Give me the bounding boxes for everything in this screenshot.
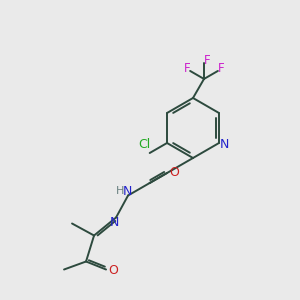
Text: H: H [116, 187, 124, 196]
Text: O: O [108, 264, 118, 277]
Text: N: N [219, 137, 229, 151]
Text: F: F [184, 62, 190, 75]
Text: N: N [122, 185, 132, 198]
Text: Cl: Cl [139, 139, 151, 152]
Text: O: O [169, 166, 179, 178]
Text: F: F [218, 62, 224, 75]
Text: N: N [110, 216, 119, 229]
Text: F: F [204, 54, 210, 68]
